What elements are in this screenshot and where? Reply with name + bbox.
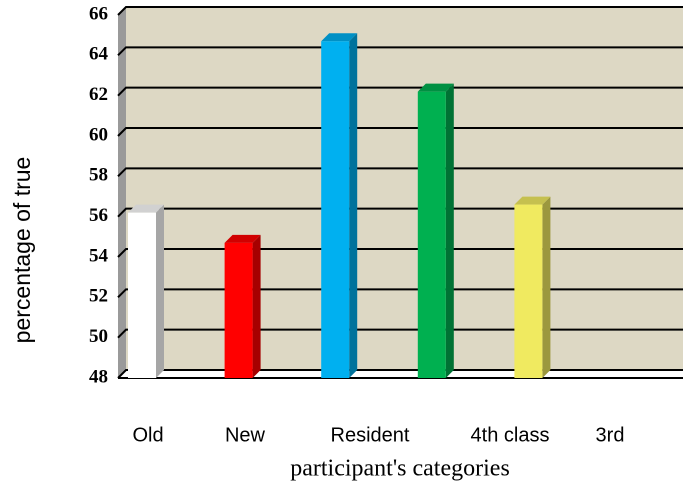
bar-top [128, 204, 164, 213]
grid-line [117, 248, 683, 258]
y-tick-label: 50 [89, 326, 108, 347]
bar [321, 41, 350, 378]
x-tick-label: 4th class [471, 424, 550, 446]
grid-line [117, 167, 683, 178]
grid-line [117, 6, 683, 16]
plot-wall [118, 8, 683, 378]
x-tick-label: Old [132, 424, 163, 446]
bar-top [321, 33, 358, 42]
bar-side [542, 196, 551, 378]
y-tick-label: 62 [89, 84, 108, 105]
grid-line [117, 369, 683, 379]
grid-line [117, 328, 683, 339]
y-tick-label: 56 [89, 205, 108, 226]
side-wall [118, 8, 126, 378]
x-tick-label: Resident [331, 424, 410, 446]
x-axis-title: participant's categories [290, 456, 510, 482]
y-tick-label: 58 [89, 165, 108, 186]
bar [224, 242, 253, 378]
bar [417, 91, 446, 378]
bar [514, 204, 543, 378]
grid-line [117, 46, 683, 57]
grid-line [117, 86, 683, 97]
bar-top [224, 234, 261, 243]
bar-side [445, 83, 454, 378]
y-tick-label: 60 [89, 124, 108, 145]
y-tick-label: 66 [89, 3, 108, 24]
y-axis-title: percentage of true [9, 157, 35, 344]
bar-side [349, 33, 358, 378]
grid-line [117, 288, 683, 299]
y-tick-label: 48 [89, 366, 108, 387]
bar-top [514, 196, 551, 205]
bar-top [417, 83, 454, 92]
y-tick-label: 52 [89, 286, 108, 307]
y-tick-label: 64 [89, 44, 109, 65]
x-tick-label: 3rd [596, 424, 625, 446]
bar-side [252, 234, 261, 378]
grid-line [117, 207, 683, 218]
bar-side [156, 204, 164, 378]
grid-line [117, 127, 683, 137]
x-tick-label: New [225, 424, 266, 446]
y-tick-label: 54 [89, 245, 109, 266]
bar [128, 212, 156, 378]
